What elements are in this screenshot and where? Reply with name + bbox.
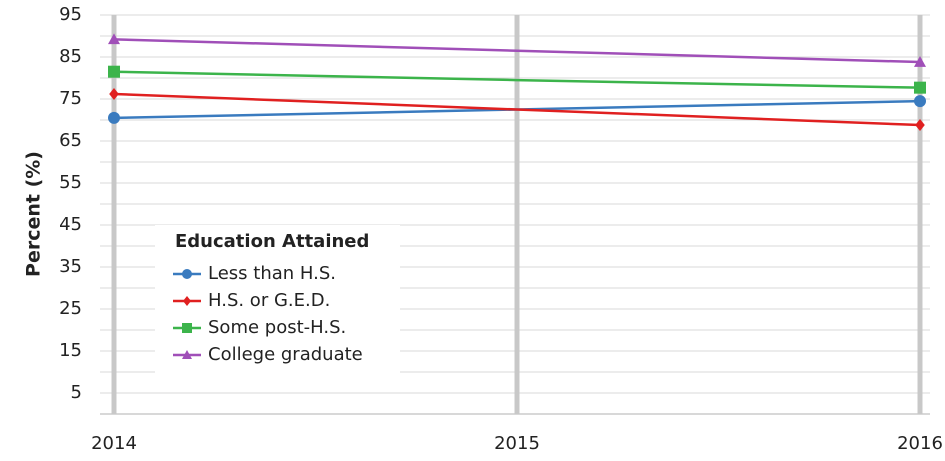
y-tick-label: 5	[71, 382, 82, 403]
y-tick-label: 85	[59, 46, 82, 67]
data-marker	[914, 56, 926, 67]
legend-label: Less than H.S.	[208, 263, 336, 284]
y-tick-label: 75	[59, 88, 82, 109]
y-tick-label: 15	[59, 340, 82, 361]
data-marker	[914, 81, 926, 94]
series-line	[113, 92, 921, 127]
y-tick-label: 95	[59, 4, 82, 25]
series-line	[113, 70, 921, 89]
data-marker	[108, 65, 120, 78]
x-tick-label: 2015	[494, 433, 540, 454]
y-tick-label: 25	[59, 298, 82, 319]
legend-label: College graduate	[208, 344, 363, 365]
y-tick-label: 55	[59, 172, 82, 193]
series-line	[113, 38, 921, 64]
data-marker	[914, 95, 926, 108]
y-tick-label: 45	[59, 214, 82, 235]
legend-title: Education Attained	[175, 231, 369, 252]
y-tick-label: 65	[59, 130, 82, 151]
data-marker	[108, 33, 120, 45]
legend-marker	[182, 323, 192, 333]
legend-label: H.S. or G.E.D.	[208, 290, 330, 311]
y-tick-label: 35	[59, 256, 82, 277]
data-marker	[108, 111, 120, 124]
x-tick-label: 2016	[897, 433, 943, 454]
legend-label: Some post-H.S.	[208, 317, 346, 338]
legend-marker	[182, 350, 192, 359]
legend-box	[155, 225, 400, 373]
data-marker	[109, 87, 119, 100]
data-marker	[915, 119, 925, 132]
legend-marker	[182, 269, 192, 279]
y-axis-title: Percent (%)	[23, 151, 45, 277]
legend-marker	[183, 296, 191, 306]
x-tick-label: 2014	[91, 433, 137, 454]
